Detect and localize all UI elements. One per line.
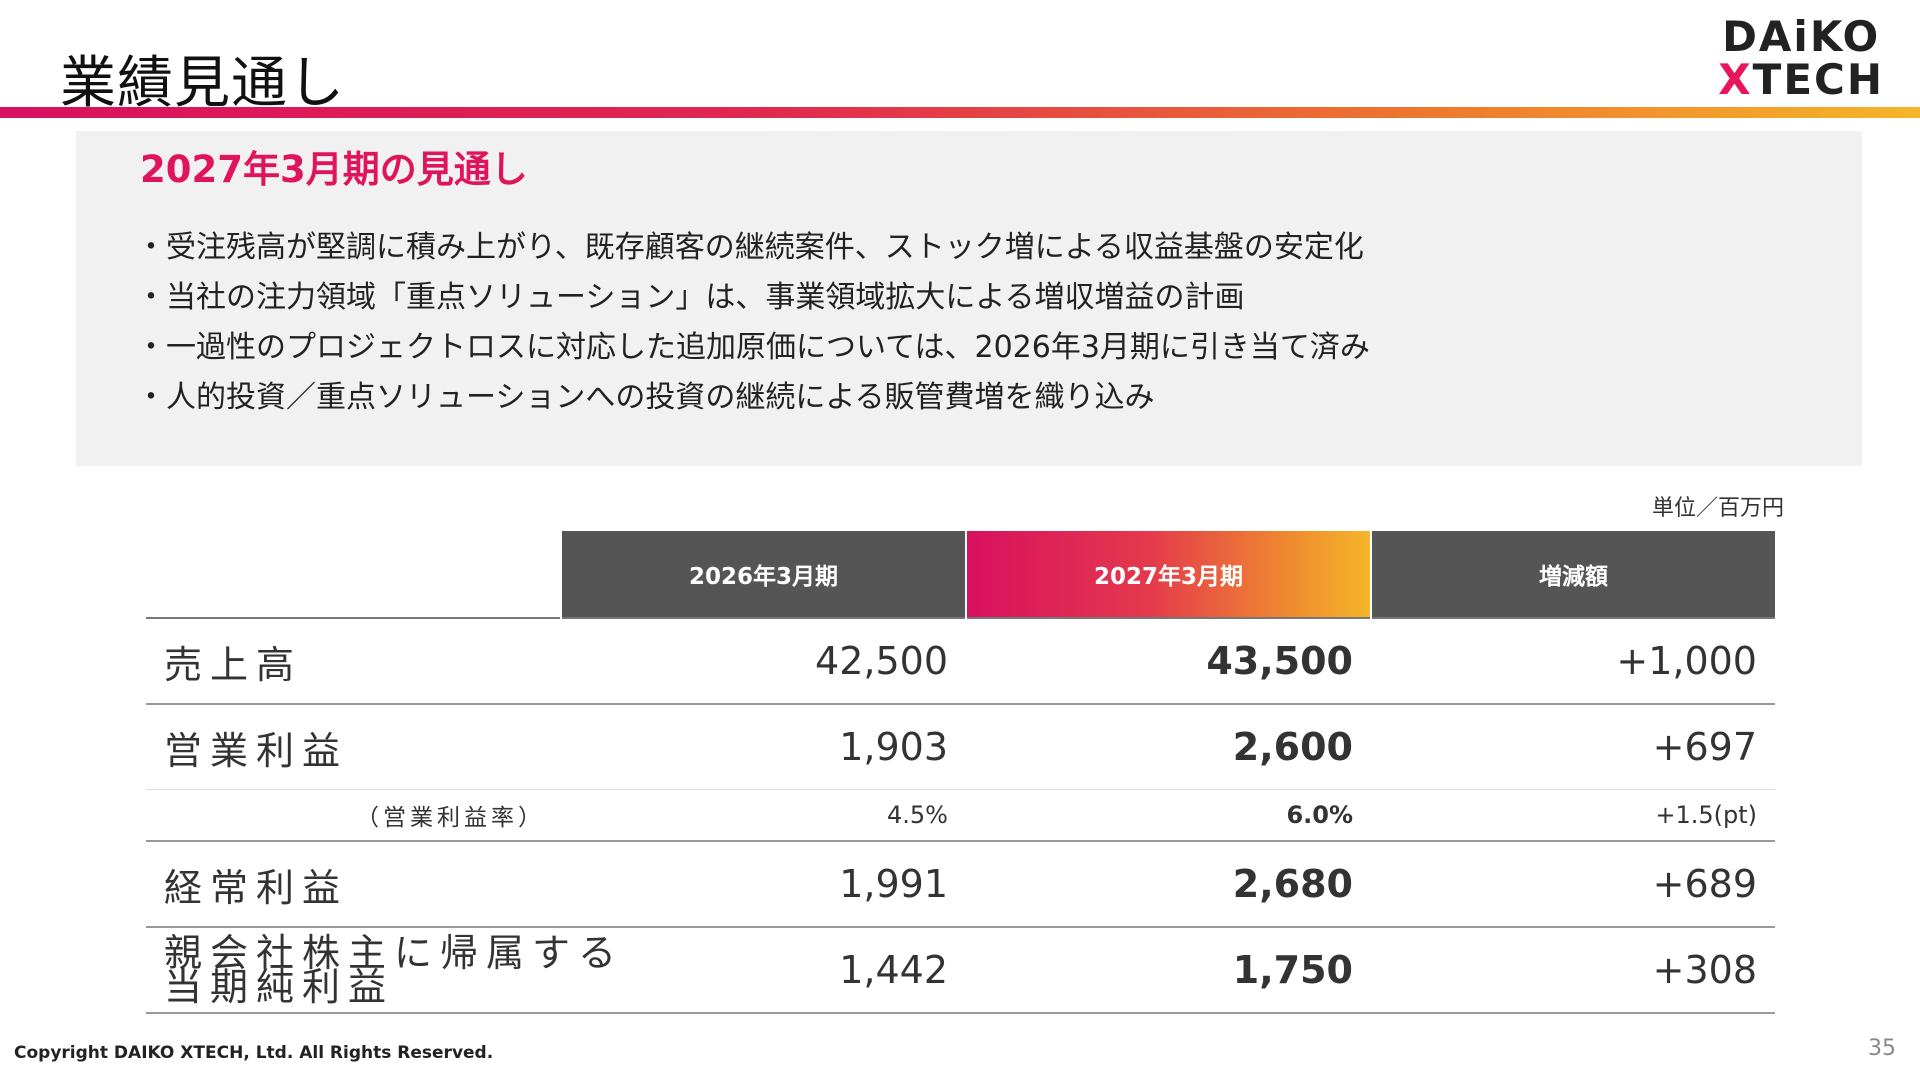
header-fy2026: 2026年3月期 — [560, 531, 966, 618]
table-row: 親会社株主に帰属する 当期純利益 1,442 1,750 +308 — [146, 927, 1775, 1014]
table-row: （営業利益率） 4.5% 6.0% +1.5(pt) — [146, 789, 1775, 842]
cell-prev: 1,442 — [561, 927, 966, 1014]
outlook-bullet: ・一過性のプロジェクトロスに対応した追加原価については、2026年3月期に引き当… — [136, 330, 1370, 365]
row-label-net-income: 親会社株主に帰属する 当期純利益 — [146, 927, 625, 1014]
cell-diff: +697 — [1371, 704, 1775, 790]
row-label-ordinary-profit: 経常利益 — [146, 841, 561, 928]
forecast-table: 2026年3月期 2027年3月期 増減額 売上高 42,500 43,500 … — [146, 531, 1775, 1014]
outlook-heading: 2027年3月期の見通し — [140, 148, 528, 191]
outlook-bullet: ・人的投資／重点ソリューションへの投資の継続による販管費増を織り込み — [136, 380, 1155, 415]
copyright-notice: Copyright DAIKO XTECH, Ltd. All Rights R… — [14, 1043, 494, 1063]
cell-curr: 2,600 — [966, 704, 1371, 790]
page-number: 35 — [1868, 1036, 1896, 1061]
cell-diff: +308 — [1371, 927, 1775, 1014]
outlook-panel: 2027年3月期の見通し ・受注残高が堅調に積み上がり、既存顧客の継続案件、スト… — [76, 131, 1862, 466]
outlook-bullet: ・受注残高が堅調に積み上がり、既存顧客の継続案件、ストック増による収益基盤の安定… — [136, 230, 1364, 265]
outlook-bullet-list: ・受注残高が堅調に積み上がり、既存顧客の継続案件、ストック増による収益基盤の安定… — [136, 223, 1370, 423]
header-blank-cell — [146, 531, 561, 618]
title-gradient-rule — [0, 107, 1920, 118]
row-label-net-income-line1: 親会社株主に帰属する — [164, 931, 625, 975]
header-fy2027: 2027年3月期 — [965, 531, 1371, 618]
cell-curr: 2,680 — [966, 841, 1371, 928]
header-change: 増減額 — [1370, 531, 1775, 618]
unit-label: 単位／百万円 — [1651, 496, 1784, 521]
logo-x-mark: X — [1718, 54, 1753, 104]
outlook-bullet: ・当社の注力領域「重点ソリューション」は、事業領域拡大による増収増益の計画 — [136, 280, 1245, 315]
logo-wordmark-top: DAiKO — [1722, 12, 1881, 61]
table-header-row: 2026年3月期 2027年3月期 増減額 — [146, 531, 1775, 618]
cell-prev: 42,500 — [561, 618, 966, 705]
row-label-net-income-line2: 当期純利益 — [164, 965, 395, 1009]
company-logo: DAiKO XTECH — [1718, 12, 1884, 102]
table-row: 売上高 42,500 43,500 +1,000 — [146, 618, 1775, 705]
table-row: 経常利益 1,991 2,680 +689 — [146, 841, 1775, 928]
cell-prev: 1,991 — [561, 841, 966, 928]
logo-tech-text: TECH — [1752, 54, 1884, 104]
cell-curr: 6.0% — [966, 789, 1371, 842]
row-label-operating-profit: 営業利益 — [146, 704, 561, 790]
row-label-operating-margin: （営業利益率） — [146, 789, 561, 842]
cell-prev: 1,903 — [561, 704, 966, 790]
cell-curr: 1,750 — [966, 927, 1371, 1014]
table-row: 営業利益 1,903 2,600 +697 — [146, 704, 1775, 790]
page-title: 業績見通し — [60, 51, 345, 116]
cell-prev: 4.5% — [561, 789, 966, 842]
cell-diff: +689 — [1371, 841, 1775, 928]
row-label-sales: 売上高 — [146, 618, 561, 705]
logo-wordmark-bottom: XTECH — [1718, 58, 1884, 102]
cell-curr: 43,500 — [966, 618, 1371, 705]
cell-diff: +1,000 — [1371, 618, 1775, 705]
cell-diff: +1.5(pt) — [1371, 789, 1775, 842]
